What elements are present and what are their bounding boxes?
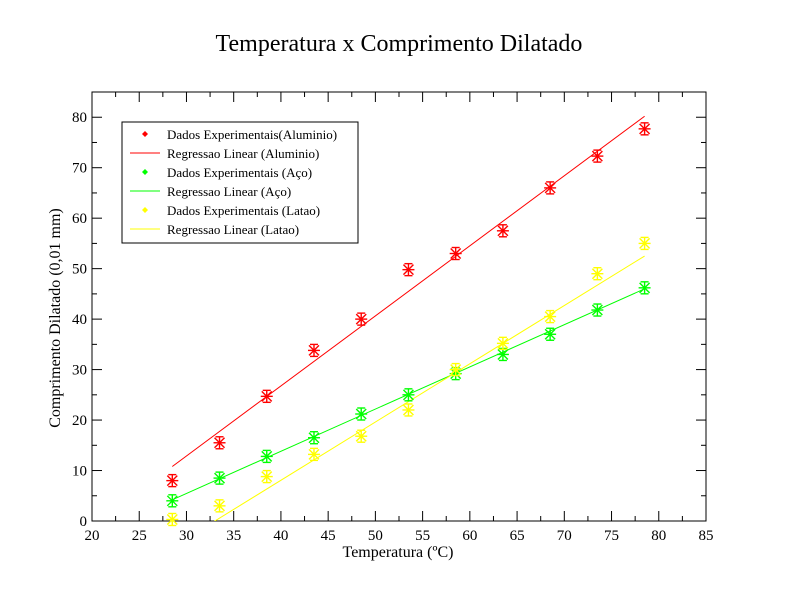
y-axis-label: Comprimento Dilatado (0,01 mm) (47, 208, 64, 428)
y-tick-label: 50 (72, 262, 87, 278)
y-axis: 0 10 20 30 40 50 60 70 80 (72, 91, 706, 530)
data-points-series (166, 236, 651, 527)
data-point (166, 494, 179, 508)
legend-label: Dados Experimentais(Aluminio) (167, 127, 337, 142)
legend-label: Regressao Linear (Aluminio) (167, 146, 319, 161)
legend-point-swatch (142, 131, 148, 137)
y-tick-label: 40 (72, 312, 87, 328)
chart-title: Temperatura x Comprimento Dilatado (216, 31, 583, 57)
legend-box (121, 121, 359, 244)
legend: Dados Experimentais(Aluminio) Regressao L… (121, 121, 359, 244)
data-point (591, 149, 604, 163)
y-tick-label: 60 (72, 211, 87, 227)
x-tick-label: 30 (179, 528, 194, 544)
data-point (213, 471, 226, 485)
x-tick-label: 80 (651, 528, 666, 544)
x-tick-label: 40 (273, 528, 288, 544)
legend-item: Regressao Linear (Aluminio) (130, 146, 319, 161)
x-tick-label: 65 (510, 528, 525, 544)
regression-line (171, 115, 645, 467)
data-points-series (166, 281, 651, 508)
data-point (260, 389, 273, 404)
data-point (402, 388, 415, 402)
y-tick-label: 70 (72, 161, 87, 177)
data-point (307, 447, 320, 462)
x-tick-label: 55 (415, 528, 430, 544)
x-tick-label: 35 (226, 528, 241, 544)
data-point (402, 403, 415, 417)
data-point (496, 224, 509, 238)
data-point (544, 327, 557, 341)
x-axis-label: Temperatura (ºC) (343, 544, 454, 561)
y-tick-label: 0 (80, 514, 88, 530)
legend-item: Regressao Linear (Latao) (130, 222, 299, 237)
data-point (260, 469, 273, 484)
data-point (591, 266, 604, 281)
legend-label: Regressao Linear (Latao) (167, 222, 299, 237)
data-points-series (166, 122, 651, 488)
data-point (307, 431, 320, 445)
y-tick-label: 20 (72, 413, 87, 429)
x-tick-label: 50 (368, 528, 383, 544)
data-point (355, 312, 368, 326)
x-tick-label: 70 (557, 528, 572, 544)
data-point (591, 303, 604, 317)
data-point (638, 122, 651, 136)
legend-label: Dados Experimentais (Aço) (167, 165, 312, 180)
y-tick-label: 80 (72, 110, 87, 126)
data-point (544, 181, 557, 195)
x-tick-label: 20 (85, 528, 100, 544)
series-layer (166, 115, 651, 527)
data-point (213, 499, 226, 513)
data-point (260, 449, 273, 464)
legend-item: Dados Experimentais (Aço) (142, 165, 312, 180)
x-tick-label: 25 (132, 528, 147, 544)
data-point (355, 429, 368, 443)
data-point (496, 336, 509, 351)
data-point (496, 347, 509, 362)
legend-item: Regressao Linear (Aço) (130, 184, 291, 199)
x-tick-label: 75 (604, 528, 619, 544)
data-point (307, 343, 320, 358)
data-point (544, 309, 557, 324)
y-tick-label: 30 (72, 363, 87, 379)
x-tick-label: 85 (699, 528, 714, 544)
y-tick-label: 10 (72, 464, 87, 480)
data-point (213, 436, 226, 450)
data-point (638, 236, 651, 251)
regression-line (213, 255, 645, 521)
data-point (638, 281, 651, 295)
data-point (166, 473, 179, 488)
x-tick-label: 45 (321, 528, 336, 544)
legend-label: Dados Experimentais (Latao) (167, 203, 320, 218)
x-tick-label: 60 (462, 528, 477, 544)
data-point (402, 262, 415, 277)
legend-item: Dados Experimentais (Latao) (142, 203, 320, 218)
data-point (449, 362, 462, 377)
legend-point-swatch (142, 207, 148, 213)
data-point (166, 512, 179, 527)
legend-item: Dados Experimentais(Aluminio) (142, 127, 337, 142)
data-point (355, 407, 368, 421)
legend-point-swatch (142, 169, 148, 175)
data-point (449, 246, 462, 261)
x-axis: 20 25 30 35 40 45 50 55 60 65 70 75 80 85 (85, 92, 714, 544)
legend-label: Regressao Linear (Aço) (167, 184, 291, 199)
